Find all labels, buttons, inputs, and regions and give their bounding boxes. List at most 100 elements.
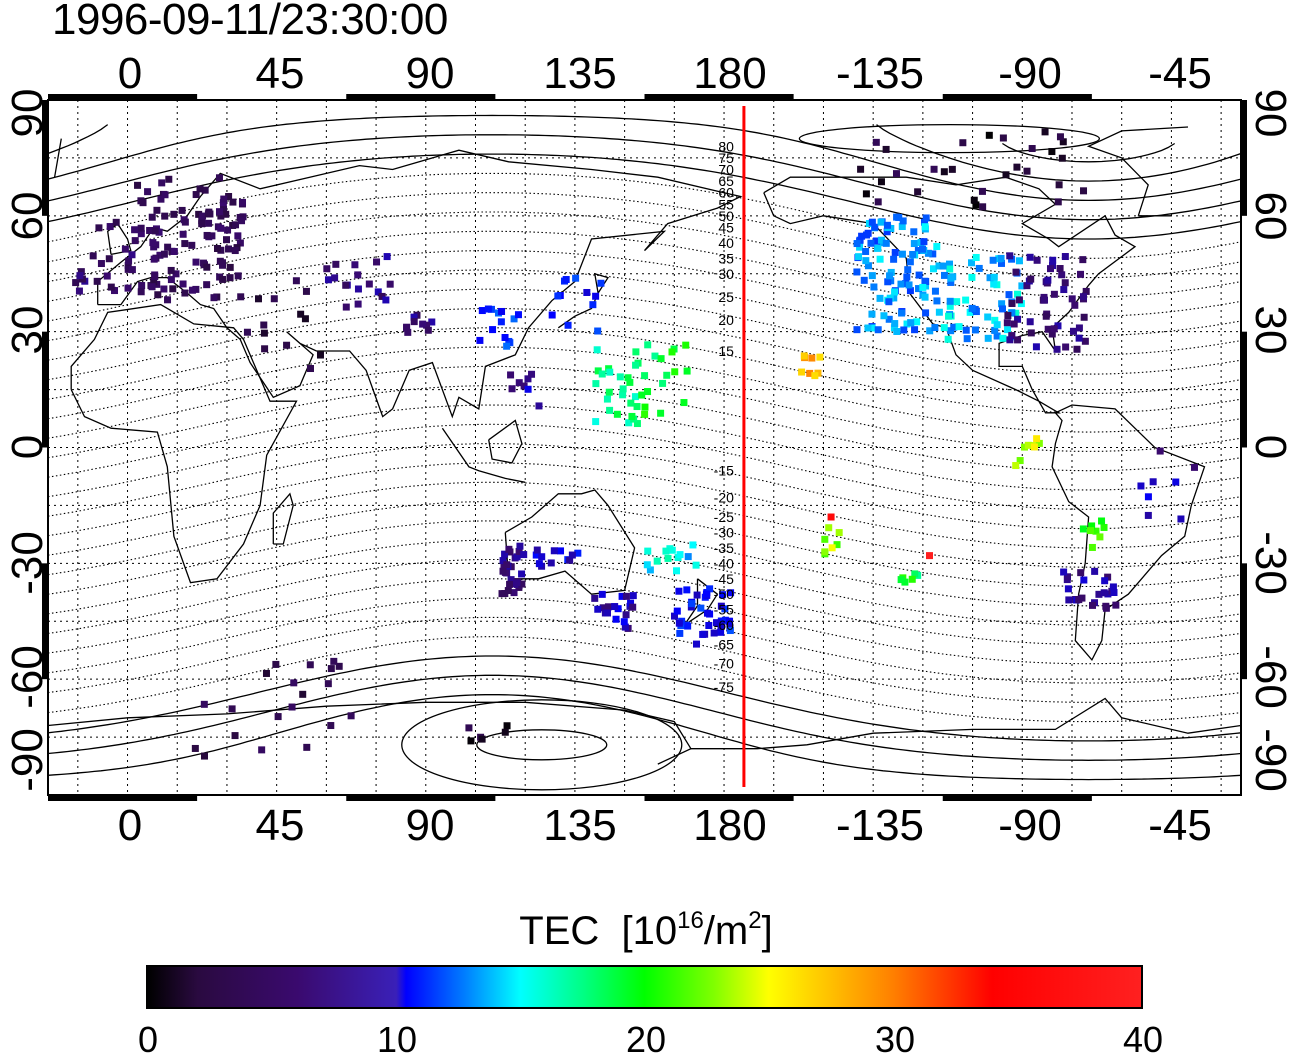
tec-point: [103, 272, 111, 280]
tec-point: [498, 590, 506, 598]
tec-point: [1041, 128, 1049, 136]
polar-contour: [401, 699, 683, 791]
tec-point: [203, 263, 211, 271]
tec-point: [504, 587, 512, 595]
tec-point: [1058, 271, 1066, 279]
magnetic-contour: [48, 385, 1241, 472]
tec-point: [972, 253, 980, 261]
tec-point: [476, 336, 484, 344]
tec-point: [1046, 265, 1054, 273]
tec-point: [651, 352, 659, 360]
tec-point: [921, 223, 929, 231]
tec-point: [238, 217, 246, 225]
tec-point: [124, 261, 132, 269]
tec-point: [226, 263, 234, 271]
tec-point: [1080, 576, 1088, 584]
tec-point: [404, 328, 412, 336]
tec-point: [192, 258, 200, 266]
tec-point: [946, 297, 954, 305]
tec-point: [644, 547, 652, 555]
colorbar-title: TEC [1016/m2]: [0, 908, 1292, 954]
tec-point: [864, 324, 872, 332]
coastline: [763, 176, 1137, 414]
magnetic-contour: [48, 693, 1241, 781]
coastline: [272, 492, 294, 545]
tec-point: [856, 243, 864, 251]
magnetic-contours: [48, 114, 1241, 791]
tec-point: [484, 305, 492, 313]
tec-point: [75, 287, 83, 295]
contour-label: 60: [718, 185, 734, 201]
tec-point: [77, 268, 85, 276]
tec-point: [179, 230, 187, 238]
tec-point: [219, 199, 227, 207]
tec-point: [178, 206, 186, 214]
tec-point: [933, 243, 941, 251]
contour-label: -55: [714, 602, 734, 618]
tec-point: [972, 201, 980, 209]
tec-point: [683, 367, 691, 375]
tec-point: [920, 238, 928, 246]
tec-point: [629, 603, 637, 611]
tec-point: [821, 548, 829, 556]
tec-point: [524, 385, 532, 393]
tec-point: [181, 218, 189, 226]
coastline: [70, 303, 298, 584]
tec-point: [997, 259, 1005, 267]
tec-point: [968, 259, 976, 267]
tec-point: [1027, 275, 1035, 283]
tec-point: [666, 545, 674, 553]
right-tick: 90: [1246, 88, 1292, 138]
top-tick: 180: [693, 49, 767, 98]
contour-label: 40: [718, 235, 734, 251]
tec-point: [1016, 457, 1024, 465]
tec-point: [1008, 332, 1016, 340]
tec-point: [962, 326, 970, 334]
tec-point: [1014, 315, 1022, 323]
tec-point: [1149, 478, 1157, 486]
tec-point: [148, 213, 156, 221]
tec-point: [547, 559, 555, 567]
tec-point: [303, 743, 311, 751]
magnetic-contour: [48, 501, 1241, 588]
tec-point: [219, 261, 227, 269]
tec-point: [1056, 265, 1064, 273]
tec-point: [682, 341, 690, 349]
tec-point: [410, 313, 418, 321]
tec-point: [225, 192, 233, 200]
tec-point: [619, 385, 627, 393]
tec-point: [1004, 326, 1012, 334]
tec-point: [692, 561, 700, 569]
tec-point: [915, 285, 923, 293]
tec-point: [1006, 336, 1014, 344]
tec-point: [478, 735, 486, 743]
tec-point: [331, 274, 339, 282]
tec-point: [898, 223, 906, 231]
unit-base: [10: [621, 909, 678, 953]
tec-point: [940, 324, 948, 332]
tec-point: [1050, 290, 1058, 298]
tec-point: [922, 309, 930, 317]
tec-point: [1144, 493, 1152, 501]
tec-point: [237, 293, 245, 301]
tec-point: [798, 368, 806, 376]
tec-point: [1062, 343, 1070, 351]
tec-point: [535, 560, 543, 568]
tec-point: [890, 324, 898, 332]
bottom-tick: 180: [693, 801, 767, 850]
tec-point: [327, 665, 335, 673]
tec-point: [153, 206, 161, 214]
tec-point: [179, 280, 187, 288]
tec-point: [383, 253, 391, 261]
tec-point: [990, 273, 998, 281]
colorbar-tick: 10: [376, 1019, 418, 1060]
tec-point: [128, 266, 136, 274]
tec-point: [262, 669, 270, 677]
tec-point: [999, 134, 1007, 142]
tec-point: [592, 418, 600, 426]
tec-point: [606, 406, 614, 414]
tec-point: [224, 226, 232, 234]
tec-point: [332, 260, 340, 268]
tec-point: [533, 546, 541, 554]
tec-point: [592, 292, 600, 300]
